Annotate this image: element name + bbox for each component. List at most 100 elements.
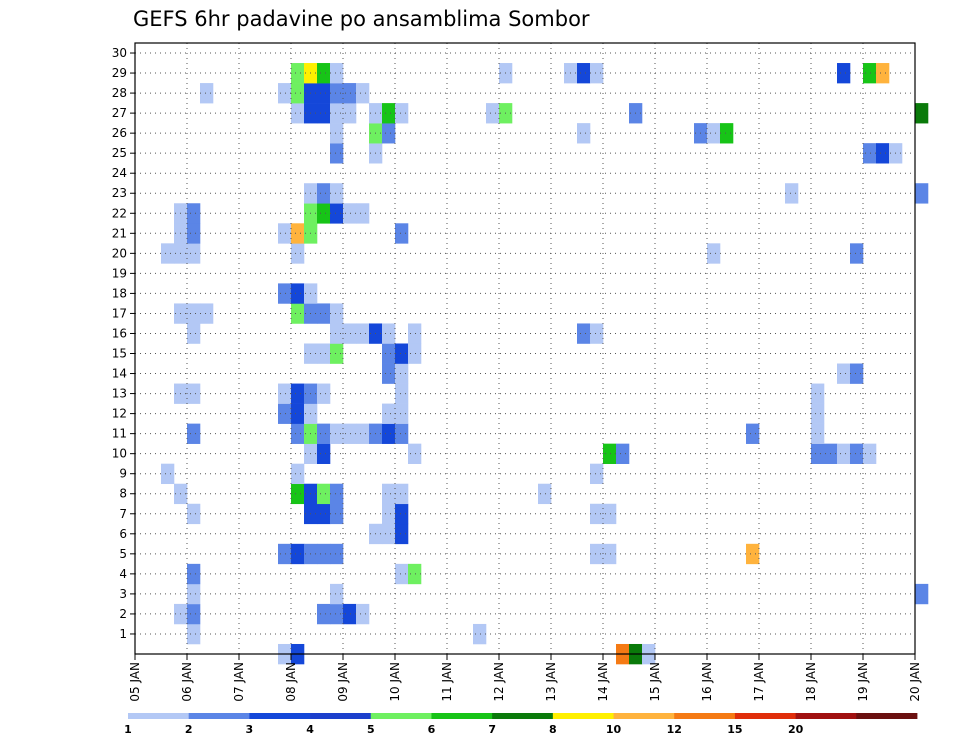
heatmap-cell	[863, 143, 877, 164]
heatmap-cell	[395, 563, 409, 585]
heatmap-cell	[187, 303, 201, 324]
legend-color-swatch	[188, 713, 250, 719]
y-tick-label: 25	[112, 146, 127, 160]
heatmap-cell	[330, 603, 344, 625]
heatmap-cell	[291, 103, 305, 124]
y-tick-label: 12	[112, 407, 127, 421]
heatmap-cell	[187, 423, 201, 444]
heatmap-cell	[811, 423, 825, 444]
heatmap-cell	[616, 443, 630, 464]
heatmap-cell	[291, 283, 305, 304]
x-tick-label: 12 JAN	[492, 662, 506, 702]
heatmap-cell	[603, 503, 617, 525]
heatmap-cell	[915, 103, 929, 124]
heatmap-cell	[278, 283, 292, 304]
heatmap-cell	[837, 63, 851, 84]
x-tick-label: 09 JAN	[336, 662, 350, 702]
heatmap-cell	[811, 383, 825, 404]
legend-color-swatch	[613, 713, 675, 719]
x-tick-label: 16 JAN	[700, 662, 714, 702]
heatmap-cell	[408, 343, 422, 364]
heatmap-cell	[408, 323, 422, 344]
heatmap-cell	[187, 503, 201, 525]
heatmap-cell	[863, 443, 877, 464]
color-legend: 1 2 3 4 5 6 7 8 10 12 15 20	[124, 713, 918, 736]
legend-level-label: 8	[549, 723, 557, 736]
y-tick-label: 18	[112, 286, 127, 300]
heatmap-cell	[382, 423, 396, 444]
heatmap-cell	[577, 123, 591, 144]
legend-color-swatch	[249, 713, 311, 719]
heatmap-cell	[538, 483, 552, 505]
x-tick-label: 07 JAN	[232, 662, 246, 702]
x-tick-label: 18 JAN	[804, 662, 818, 702]
heatmap-cell	[395, 363, 409, 384]
heatmap-cell	[707, 243, 721, 264]
heatmap-cell	[876, 143, 890, 164]
heatmap-cell	[382, 503, 396, 525]
y-tick-label: 29	[112, 66, 127, 80]
heatmap-cell	[291, 223, 305, 244]
heatmap-cell	[486, 103, 500, 124]
heatmap-cell	[330, 303, 344, 324]
heatmap-cell	[187, 223, 201, 244]
y-tick-label: 8	[119, 487, 127, 501]
heatmap-cell	[395, 103, 409, 124]
y-tick-label: 13	[112, 387, 127, 401]
heatmap-cell	[317, 103, 331, 124]
heatmap-cell	[395, 423, 409, 444]
x-tick-label: 17 JAN	[752, 662, 766, 702]
heatmap-cell	[720, 123, 734, 144]
heatmap-cell	[473, 623, 487, 645]
heatmap-cell	[291, 83, 305, 104]
y-tick-label: 17	[112, 306, 127, 320]
heatmap-cell	[382, 123, 396, 144]
heatmap-cell	[291, 303, 305, 324]
heatmap-cell	[317, 83, 331, 104]
heatmap-cell	[187, 603, 201, 625]
heatmap-cell	[382, 483, 396, 505]
heatmap-cell	[317, 343, 331, 364]
y-tick-label: 26	[112, 126, 127, 140]
legend-level-label: 2	[185, 723, 193, 736]
y-tick-label: 23	[112, 186, 127, 200]
legend-color-swatch	[310, 713, 372, 719]
heatmap-cell	[850, 243, 864, 264]
heatmap-cell	[161, 463, 175, 485]
heatmap-cell	[317, 63, 331, 84]
heatmap-cell	[317, 503, 331, 525]
heatmap-cell	[278, 383, 292, 404]
legend-color-swatch	[795, 713, 857, 719]
heatmap-cell	[343, 203, 357, 224]
heatmap-cell	[850, 363, 864, 384]
legend-color-swatch	[734, 713, 797, 719]
heatmap-cell	[876, 63, 890, 84]
heatmap-cell	[395, 523, 409, 545]
chart-title: GEFS 6hr padavine po ansamblima Sombor	[133, 7, 590, 31]
heatmap-cell	[395, 383, 409, 404]
x-tick-label: 15 JAN	[648, 662, 662, 702]
heatmap-cell	[291, 63, 305, 84]
y-tick-label: 30	[112, 46, 127, 60]
x-tick-label: 06 JAN	[180, 662, 194, 702]
heatmap-cell	[330, 143, 344, 164]
heatmap-cell	[187, 563, 201, 585]
y-tick-label: 22	[112, 206, 127, 220]
heatmap-cell	[330, 323, 344, 344]
heatmap-cell	[811, 443, 825, 464]
y-tick-label: 27	[112, 106, 127, 120]
heatmap-cell	[395, 223, 409, 244]
heatmap-cell	[330, 423, 344, 444]
plot-frame	[134, 42, 916, 655]
heatmap-cell	[837, 443, 851, 464]
heatmap-cell	[291, 243, 305, 264]
x-tick-label: 14 JAN	[596, 662, 610, 702]
heatmap-cell	[291, 463, 305, 485]
heatmap-cell	[317, 543, 331, 565]
heatmap-cell	[187, 243, 201, 264]
heatmap-cell	[746, 423, 760, 444]
heatmap-cell	[330, 483, 344, 505]
x-tick-label: 05 JAN	[128, 662, 142, 702]
heatmap-cell	[278, 223, 292, 244]
heatmap-cell	[395, 343, 409, 364]
